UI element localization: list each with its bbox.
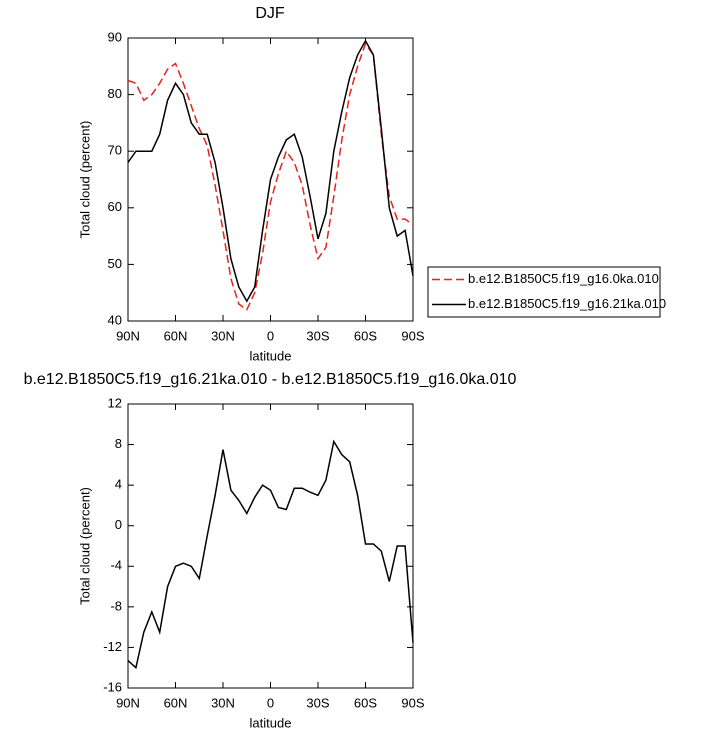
data-line (127, 439, 414, 670)
legend-box (427, 266, 661, 318)
x-tick-label: 60N (164, 328, 188, 343)
x-tick-label: 30N (211, 328, 235, 343)
x-tick-label: 90N (116, 695, 140, 710)
chart-title: b.e12.B1850C5.f19_g16.21ka.010 - b.e12.B… (24, 371, 517, 388)
y-tick-label: 4 (115, 477, 122, 492)
y-tick-label: 80 (108, 86, 122, 101)
y-axis-label: Total cloud (percent) (77, 121, 92, 239)
y-tick-label: 60 (108, 199, 122, 214)
y-tick-label: -8 (110, 598, 122, 613)
y-tick-label: 12 (108, 395, 122, 410)
y-tick-label: 0 (115, 517, 122, 532)
y-tick-label: 40 (108, 312, 122, 327)
legend-label: b.e12.B1850C5.f19_g16.21ka.010 (468, 296, 666, 311)
y-tick-label: 50 (108, 256, 122, 271)
legend-label: b.e12.B1850C5.f19_g16.0ka.010 (468, 271, 659, 286)
chart-title: DJF (255, 5, 285, 22)
y-tick-label: 8 (115, 436, 122, 451)
y-tick-label: -12 (103, 639, 122, 654)
x-tick-label: 90S (401, 328, 424, 343)
y-tick-label: -16 (103, 679, 122, 694)
x-tick-label: 0 (267, 328, 274, 343)
data-line (127, 42, 414, 311)
x-tick-label: 30N (211, 695, 235, 710)
x-tick-label: 90N (116, 328, 140, 343)
x-tick-label: 60N (164, 695, 188, 710)
y-tick-label: 70 (108, 143, 122, 158)
data-line (127, 39, 414, 303)
x-axis-label: latitude (250, 348, 292, 363)
plot-frame (127, 403, 414, 689)
y-axis-label: Total cloud (percent) (77, 487, 92, 605)
x-axis-label: latitude (250, 715, 292, 730)
x-tick-label: 30S (306, 695, 329, 710)
x-tick-label: 60S (354, 695, 377, 710)
x-tick-label: 60S (354, 328, 377, 343)
y-tick-label: -4 (110, 558, 122, 573)
y-tick-label: 90 (108, 29, 122, 44)
x-tick-label: 0 (267, 695, 274, 710)
x-tick-label: 90S (401, 695, 424, 710)
x-tick-label: 30S (306, 328, 329, 343)
